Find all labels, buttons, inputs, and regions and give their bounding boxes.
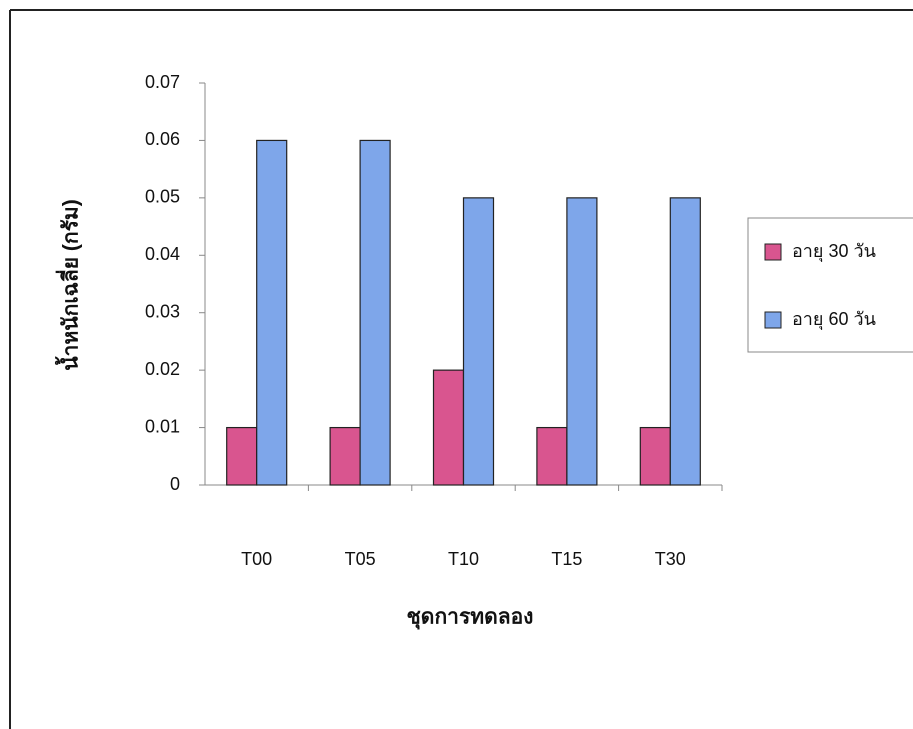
- legend-label: อายุ 60 วัน: [792, 309, 876, 330]
- bar: [434, 370, 464, 485]
- x-tick-label: T30: [655, 549, 686, 569]
- page: น้ำหนักเฉลี่ย (กรัม) ชุดการทดลอง 0 0.01 0.…: [0, 0, 913, 729]
- y-tick-label: 0.06: [145, 129, 180, 149]
- legend-label: อายุ 30 วัน: [792, 241, 876, 262]
- x-tick-label: T05: [345, 549, 376, 569]
- bar: [670, 198, 700, 485]
- y-tick-label: 0: [170, 474, 180, 494]
- y-tick-label: 0.03: [145, 301, 180, 321]
- x-axis-title: ชุดการทดลอง: [407, 606, 534, 631]
- x-tick-label: T10: [448, 549, 479, 569]
- legend-swatch: [765, 312, 781, 328]
- y-tick-label: 0.05: [145, 187, 180, 207]
- bar: [330, 428, 360, 485]
- chart: น้ำหนักเฉลี่ย (กรัม) ชุดการทดลอง 0 0.01 0.…: [0, 0, 913, 729]
- bar: [464, 198, 494, 485]
- x-tick-label: T15: [551, 549, 582, 569]
- y-tick-label: 0.07: [145, 72, 180, 92]
- y-tick-label: 0.01: [145, 416, 180, 436]
- legend-swatch: [765, 244, 781, 260]
- legend-box: [748, 218, 913, 352]
- bar: [227, 428, 257, 485]
- x-tick-label: T00: [241, 549, 272, 569]
- bar: [567, 198, 597, 485]
- bar: [257, 140, 287, 485]
- bar: [360, 140, 390, 485]
- y-axis-title: น้ำหนักเฉลี่ย (กรัม): [55, 199, 83, 370]
- y-tick-label: 0.04: [145, 244, 180, 264]
- y-tick-label: 0.02: [145, 359, 180, 379]
- bar: [640, 428, 670, 485]
- bar: [537, 428, 567, 485]
